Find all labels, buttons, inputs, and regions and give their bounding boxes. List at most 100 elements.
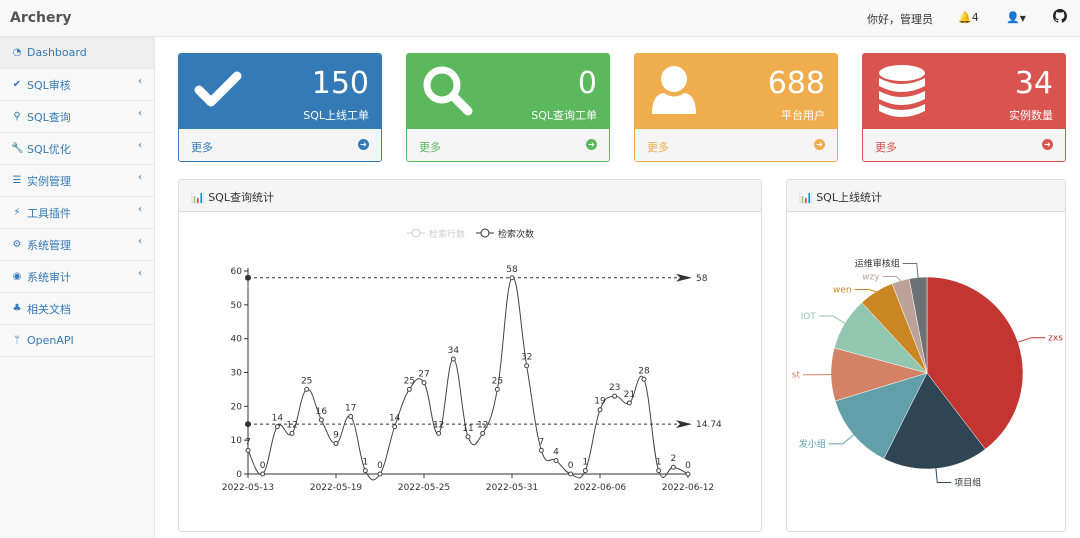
legend-marker: [480, 228, 490, 238]
caret-down-icon: ▼: [1019, 14, 1026, 23]
data-label: 19: [594, 397, 606, 407]
arrow-circle-right-icon: ➜: [814, 139, 825, 150]
sidebar-item-6[interactable]: ⚙ 系统管理 ‹: [0, 229, 154, 261]
more-label: 更多: [191, 141, 213, 154]
stat-label: SQL查询工单: [531, 109, 597, 122]
pie-label-line: [935, 468, 952, 484]
sidebar-item-label: SQL查询: [27, 110, 71, 124]
sql-release-stats-panel: 📊 SQL上线统计 zxs 项目组 发小组 st IOT wen wzy 运维审核组: [786, 179, 1066, 532]
sidebar-item-label: 相关文档: [27, 302, 71, 316]
data-point: [450, 356, 456, 362]
more-label: 更多: [875, 141, 897, 154]
code-fork-icon: ᛘ: [14, 335, 20, 346]
sidebar-item-9[interactable]: ᛘ OpenAPI: [0, 325, 154, 357]
brand-logo[interactable]: Archery: [10, 10, 72, 26]
data-label: 1: [656, 458, 662, 468]
legend-label: 检索次数: [498, 228, 534, 240]
data-label: 11: [462, 424, 473, 434]
user-menu-button[interactable]: 👤▼: [1006, 11, 1026, 24]
sidebar-item-2[interactable]: ⚲ SQL查询 ‹: [0, 101, 154, 133]
search-icon: [421, 64, 475, 121]
sidebar-item-label: OpenAPI: [27, 334, 74, 347]
github-icon: [1053, 9, 1067, 23]
more-label: 更多: [647, 141, 669, 154]
data-point: [362, 468, 368, 474]
wrench-icon: 🔧: [11, 143, 24, 154]
pie-label-line: [1017, 337, 1046, 343]
data-point: [274, 424, 280, 430]
data-label: 14: [272, 414, 284, 424]
stat-label: SQL上线工单: [303, 109, 369, 122]
database-icon: [877, 64, 927, 123]
data-label: 25: [404, 376, 415, 386]
more-link[interactable]: 更多 ➜: [863, 129, 1065, 161]
sitemap-icon: ♣: [12, 303, 22, 314]
pie-label: 发小组: [799, 438, 826, 450]
stat-value: 34: [1014, 66, 1053, 101]
pie-label: 项目组: [954, 477, 981, 489]
y-tick-label: 0: [236, 470, 242, 480]
data-label: 25: [301, 376, 312, 386]
pie-label: 运维审核组: [855, 257, 900, 269]
top-navbar: Archery 你好，管理员 🔔4 👤▼: [0, 0, 1080, 37]
legend-marker: [411, 228, 421, 238]
data-label: 12: [477, 420, 488, 430]
stat-label: 平台用户: [781, 109, 825, 122]
sidebar-item-3[interactable]: 🔧 SQL优化 ‹: [0, 133, 154, 165]
data-point: [406, 386, 412, 392]
github-link[interactable]: [1053, 9, 1067, 26]
sidebar-item-5[interactable]: ⚡ 工具插件 ‹: [0, 197, 154, 229]
pie-label: zxs: [1048, 334, 1063, 344]
check-icon: [193, 64, 243, 117]
sidebar-item-8[interactable]: ♣ 相关文档: [0, 293, 154, 325]
sidebar-item-7[interactable]: ◉ 系统审计 ‹: [0, 261, 154, 293]
data-point: [509, 275, 515, 281]
panel-title: SQL查询统计: [208, 191, 274, 204]
y-tick-label: 40: [231, 335, 243, 345]
stat-card-3: 34 实例数量 更多 ➜: [862, 53, 1066, 162]
pie-label: IOT: [801, 312, 817, 322]
y-tick-label: 50: [231, 301, 243, 311]
data-point: [465, 434, 471, 440]
data-label: 32: [521, 353, 532, 363]
chevron-left-icon: ‹: [138, 236, 142, 247]
chevron-left-icon: ‹: [138, 140, 142, 151]
chevron-left-icon: ‹: [138, 204, 142, 215]
sidebar-item-label: Dashboard: [27, 46, 87, 59]
more-link[interactable]: 更多 ➜: [179, 129, 381, 161]
mark-line-dot: [245, 274, 251, 281]
check-icon: ✔: [12, 79, 22, 90]
y-tick-label: 60: [231, 267, 243, 277]
plug-icon: ⚡: [13, 207, 21, 218]
data-point: [568, 471, 574, 477]
data-point: [304, 386, 310, 392]
stat-card-2: 688 平台用户更多 ➜: [634, 53, 838, 162]
data-label: 27: [418, 370, 429, 380]
stat-value: 688: [767, 66, 825, 101]
y-tick-label: 30: [231, 369, 243, 379]
sidebar-item-4[interactable]: ☰ 实例管理 ‹: [0, 165, 154, 197]
stat-card-0: 150 SQL上线工单 更多 ➜: [178, 53, 382, 162]
data-point: [392, 424, 398, 430]
more-link[interactable]: 更多 ➜: [635, 129, 837, 161]
data-label: 7: [538, 437, 544, 447]
data-label: 1: [582, 458, 588, 468]
data-point: [597, 407, 603, 413]
sidebar-item-0[interactable]: ◔ Dashboard: [0, 37, 154, 69]
x-tick-label: 2022-06-06: [574, 483, 627, 493]
mark-line-arrow: [676, 420, 692, 429]
data-label: 28: [638, 366, 650, 376]
bar-chart-icon: 📊: [799, 191, 813, 204]
sidebar-item-1[interactable]: ✔ SQL审核 ‹: [0, 69, 154, 101]
sidebar-item-label: 系统审计: [27, 270, 71, 284]
mark-line-label: 14.74: [696, 420, 722, 430]
notifications-button[interactable]: 🔔4: [958, 11, 979, 24]
data-point: [612, 393, 618, 399]
data-point: [245, 447, 251, 453]
pie-label-line: [882, 275, 901, 282]
data-label: 0: [260, 461, 266, 471]
more-link[interactable]: 更多 ➜: [407, 129, 609, 161]
data-point: [538, 447, 544, 453]
